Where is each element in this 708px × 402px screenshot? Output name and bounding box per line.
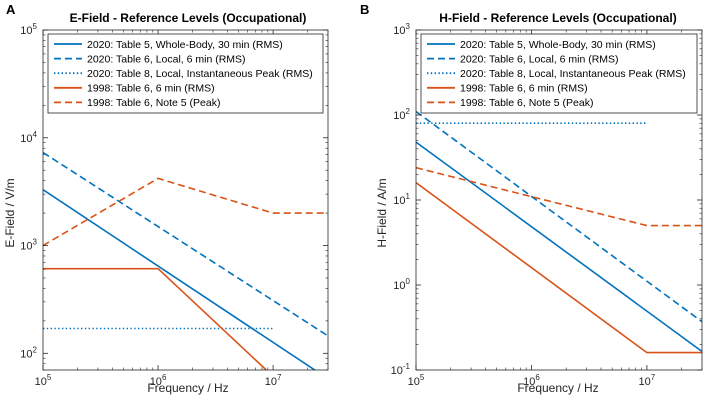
y-tick-label: 100 <box>393 277 410 292</box>
legend-entry: 2020: Table 5, Whole-Body, 30 min (RMS) <box>87 39 283 51</box>
series-line-5 <box>416 166 702 227</box>
y-tick-label: 10-1 <box>391 362 411 377</box>
y-tick-label: 103 <box>20 238 37 253</box>
panel-b: B H-Field - Reference Levels (Occupation… <box>360 2 703 395</box>
panel-letter: B <box>360 2 369 17</box>
chart-title: H-Field - Reference Levels (Occupational… <box>439 11 676 25</box>
series-line-2 <box>43 151 328 337</box>
series-line-5 <box>43 177 328 247</box>
y-tick-label: 102 <box>393 107 410 122</box>
series-line-4 <box>43 267 268 370</box>
legend-entry: 1998: Table 6, Note 5 (Peak) <box>460 97 593 109</box>
series-group <box>43 151 328 370</box>
x-tick-label: 106 <box>150 373 167 388</box>
y-axis-label: H-Field / A/m <box>375 178 389 247</box>
axes-frame <box>42 29 329 371</box>
y-tick-label: 101 <box>393 192 410 207</box>
y-axis-label: E-Field / V/m <box>3 178 17 247</box>
y-tick-label: 103 <box>393 22 410 37</box>
series-group <box>416 110 702 354</box>
x-axis-label: Frequency / Hz <box>147 381 228 395</box>
legend: 2020: Table 5, Whole-Body, 30 min (RMS) 2… <box>420 33 698 114</box>
x-axis-label: Frequency / Hz <box>517 381 598 395</box>
series-line-4 <box>416 181 702 354</box>
legend: 2020: Table 5, Whole-Body, 30 min (RMS) 2… <box>47 33 324 114</box>
y-tick-label: 102 <box>20 345 37 360</box>
chart-title: E-Field - Reference Levels (Occupational… <box>70 11 307 25</box>
legend-entry: 1998: Table 6, Note 5 (Peak) <box>87 97 220 109</box>
legend-entry: 2020: Table 8, Local, Instantaneous Peak… <box>460 68 686 80</box>
series-line-2 <box>416 110 702 323</box>
legend-box <box>420 33 698 114</box>
panel-a: A E-Field - Reference Levels (Occupation… <box>3 2 329 395</box>
x-tick-label: 107 <box>639 373 656 388</box>
legend-entry: 2020: Table 5, Whole-Body, 30 min (RMS) <box>460 39 656 51</box>
legend-entry: 2020: Table 8, Local, Instantaneous Peak… <box>87 68 313 80</box>
series-line-1 <box>43 189 317 370</box>
y-tick-label: 104 <box>20 130 37 145</box>
panel-letter: A <box>6 2 16 17</box>
x-tick-label: 105 <box>35 373 52 388</box>
y-tick-label: 105 <box>20 22 37 37</box>
legend-box <box>47 33 324 114</box>
x-tick-label: 107 <box>265 373 282 388</box>
series-line-1 <box>416 141 702 353</box>
legend-entry: 2020: Table 6, Local, 6 min (RMS) <box>87 53 246 65</box>
legend-entry: 2020: Table 6, Local, 6 min (RMS) <box>460 53 619 65</box>
legend-entry: 1998: Table 6, 6 min (RMS) <box>460 83 588 95</box>
legend-entry: 1998: Table 6, 6 min (RMS) <box>87 83 215 95</box>
x-tick-label: 105 <box>408 373 425 388</box>
x-tick-label: 106 <box>523 373 540 388</box>
